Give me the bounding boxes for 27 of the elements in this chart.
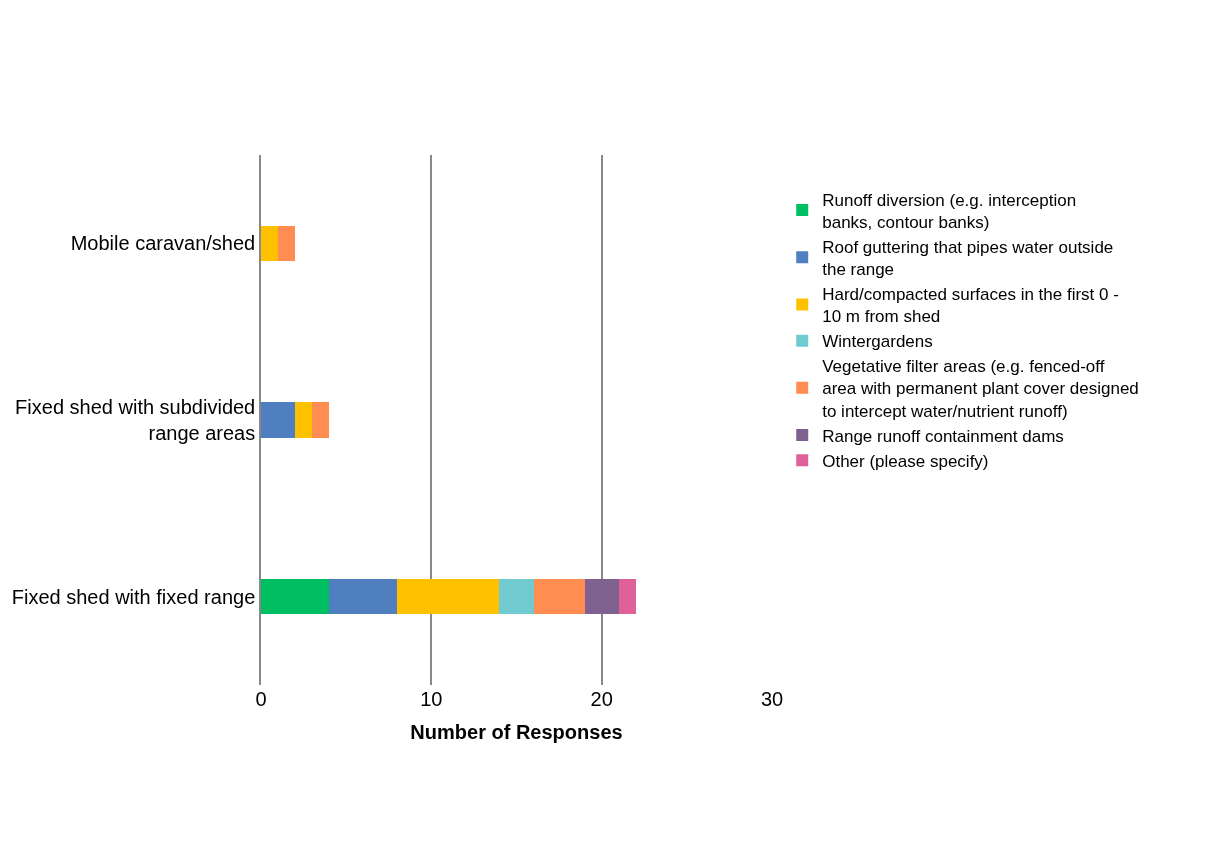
bar <box>312 402 330 438</box>
bar <box>533 579 585 615</box>
legend-label: Hard/compacted surfaces in the first 0 - 10 m from shed <box>822 285 1119 327</box>
y-tick-label: Mobile caravan/shed <box>70 232 256 255</box>
legend-label: Vegetative filter areas (e.g. fenced-off area with permanent plant cover designed to intercept water/nutrient runoff) <box>822 357 1139 421</box>
y-tick-label: Fixed shed with subdivided range areas <box>15 396 256 444</box>
y-tick-label: Fixed shed with fixed range <box>11 585 256 608</box>
x-tick-label: 0 <box>255 688 267 710</box>
bar <box>261 579 330 615</box>
x-tick-label: 30 <box>760 688 784 710</box>
bar <box>329 579 398 615</box>
bar <box>278 225 296 261</box>
bar <box>397 579 500 615</box>
bar <box>499 579 534 615</box>
x-tick-label: 20 <box>590 688 613 710</box>
x-tick-label: 10 <box>420 688 443 710</box>
legend-label: Other (please specify) <box>822 451 989 471</box>
bar <box>261 402 296 438</box>
legend-label: Wintergardens <box>822 332 933 352</box>
bar <box>261 225 279 261</box>
legend-label: Roof guttering that pipes water outside the range <box>822 237 1114 279</box>
x-axis-title: Number of Responses <box>410 720 623 743</box>
bar <box>584 579 619 615</box>
legend-label: Range runoff containment dams <box>822 426 1064 446</box>
bar <box>618 579 636 615</box>
bar <box>295 402 313 438</box>
legend-label: Runoff diversion (e.g. interception banks, contour banks) <box>822 190 1077 232</box>
